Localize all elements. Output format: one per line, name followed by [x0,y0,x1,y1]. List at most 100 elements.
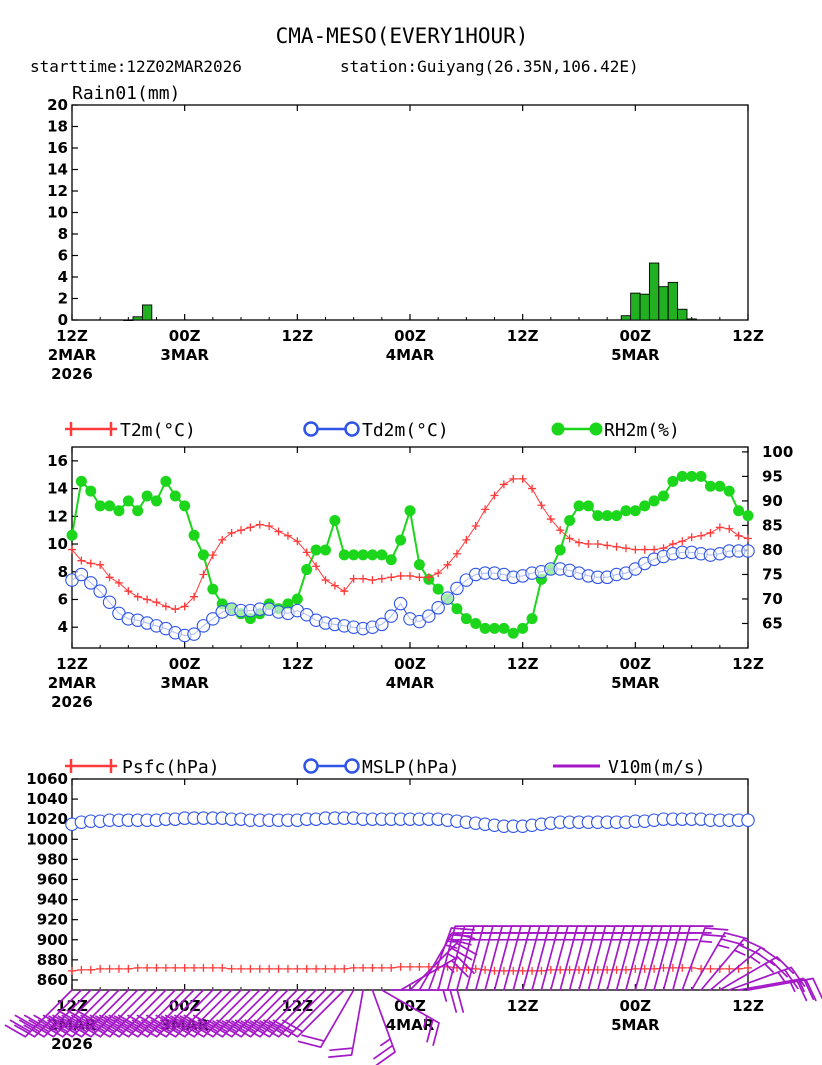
wind-barb [371,989,396,1065]
legend-temperature-humidity: T2m(°C) Td2m(°C) RH2m(%) [65,420,680,441]
wind-barb [79,989,148,1038]
rh2m-point [94,500,106,512]
wind-barb [183,989,252,1038]
legend-td2m-marker [303,421,360,437]
td2m-point [384,609,398,623]
t2m-point [190,592,199,601]
y-tick-label: 14 [47,161,68,179]
td2m-point [450,581,464,596]
y-tick-label: 940 [37,891,68,909]
psfc-point [603,965,612,974]
rh2m-point [169,490,181,502]
psfc-point [143,963,152,972]
y-tick-label: 10 [47,204,68,222]
wind-barb [390,989,465,1013]
wind-barb [136,989,205,1038]
t2m-point [96,560,105,569]
t2m-point [321,576,330,585]
t2m-point [678,537,687,546]
psfc-point [518,966,527,975]
psfc-point [406,962,414,971]
t2m-point [528,484,537,493]
psfc-point [330,964,339,973]
psfc-point [415,962,424,971]
rh2m-point [141,490,153,502]
td2m-point [375,617,389,632]
t2m-point [208,551,217,560]
t2m-point [640,545,649,554]
x-tick-label: 00Z [619,655,651,673]
rh2m-point [564,515,576,527]
td2m-point [74,567,89,582]
psfc-point [387,963,396,972]
psfc-point [396,962,405,971]
psfc-point [124,964,133,973]
x-tick-year: 2026 [51,365,93,383]
rh2m-point [592,510,604,522]
x-tick-label: 00Z [169,655,201,673]
t2m-point [715,523,724,532]
x-tick-label: 12Z [56,327,88,345]
td2m-point [102,595,117,610]
psfc-point [471,964,480,973]
wind-barb [328,989,364,1058]
psfc-point [133,963,142,972]
y-tick-label: 16 [47,452,68,470]
rh2m-point [460,613,472,625]
td2m-point [440,591,455,605]
rh2m-point [132,505,144,517]
t2m-point [481,505,490,514]
rh2m-point [723,485,735,497]
t2m-point [744,534,752,543]
rh2m-point [395,534,407,546]
psfc-point [631,964,640,973]
t2m-point [621,544,630,553]
psfc-point [640,964,649,973]
rh2m-point [188,529,200,541]
rain-bar [141,304,153,321]
t2m-point [471,522,480,531]
wind-barb [747,977,822,1002]
psfc-point [424,962,433,971]
td2m-point [741,544,755,558]
td2m-point [206,612,220,626]
wind-barb [267,989,336,1038]
rh2m-point [197,549,209,561]
y2-tick-label: 65 [762,614,783,632]
t2m-point [725,524,734,533]
psfc-point [575,965,583,974]
t2m-point [387,573,396,582]
y2-tick-label: 75 [762,565,783,583]
t2m-point [161,602,170,611]
rh2m-point [658,490,669,502]
rain-bar [132,316,143,321]
y-tick-label: 900 [37,931,68,949]
wind-barb [690,931,748,991]
y-tick-label: 980 [37,850,68,868]
y2-tick-label: 80 [762,541,783,559]
t2m-point [330,581,339,590]
x-tick-label: 12Z [507,327,539,345]
rh2m-point [291,593,303,605]
t2m-point [105,573,114,582]
y2-tick-label: 85 [762,516,783,534]
wind-barb [297,989,355,1049]
rh2m-point [385,554,397,566]
t2m-point [546,515,555,524]
psfc-point [68,966,76,975]
rh2m-point [507,627,519,639]
t2m-point [584,540,593,549]
psfc-point [537,966,546,975]
t2m-point [537,501,546,510]
rh2m-point [338,549,350,561]
t2m-point [734,531,743,540]
psfc-point [481,965,490,974]
rh2m-point [404,505,416,517]
rh2m-point [348,549,360,561]
t2m-point [274,527,283,536]
rh2m-point [620,505,632,517]
x-tick-year: 2026 [51,1035,93,1053]
t2m-point [631,545,640,554]
